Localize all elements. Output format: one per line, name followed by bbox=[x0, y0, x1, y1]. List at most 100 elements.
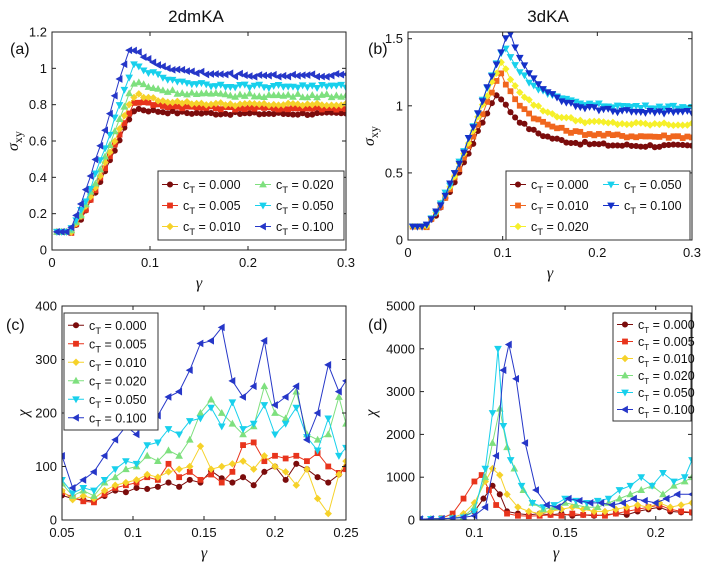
data-point bbox=[303, 465, 311, 473]
data-point bbox=[446, 180, 454, 188]
data-point bbox=[680, 474, 689, 482]
data-point bbox=[604, 495, 613, 503]
data-point bbox=[228, 377, 236, 385]
data-point bbox=[144, 70, 153, 78]
data-point bbox=[236, 90, 244, 98]
data-point bbox=[678, 508, 685, 515]
data-point bbox=[284, 99, 292, 108]
data-point bbox=[265, 90, 273, 98]
data-point bbox=[106, 131, 114, 139]
data-point bbox=[516, 88, 524, 97]
legend-marker bbox=[622, 338, 628, 345]
data-point bbox=[188, 110, 195, 117]
data-point bbox=[284, 90, 293, 98]
data-point bbox=[196, 415, 205, 423]
data-point bbox=[488, 410, 497, 418]
data-point bbox=[450, 170, 459, 178]
data-point bbox=[222, 110, 229, 117]
data-point bbox=[281, 420, 290, 428]
data-point bbox=[100, 451, 108, 460]
data-point bbox=[677, 501, 685, 509]
data-point bbox=[115, 102, 124, 110]
data-point bbox=[674, 108, 682, 116]
data-point bbox=[144, 54, 152, 63]
data-point bbox=[529, 75, 538, 83]
data-point bbox=[493, 78, 500, 84]
x-tick-label: 0 bbox=[404, 245, 411, 260]
data-point bbox=[626, 490, 635, 498]
y-tick-label: 1.2 bbox=[29, 25, 47, 40]
data-point bbox=[481, 465, 490, 473]
data-point bbox=[628, 133, 635, 140]
legend-marker bbox=[514, 181, 522, 188]
y-tick-label: 0.6 bbox=[29, 134, 47, 149]
data-point bbox=[539, 504, 548, 512]
data-point bbox=[497, 49, 506, 57]
data-point bbox=[506, 457, 515, 465]
legend-marker bbox=[166, 181, 174, 188]
data-point bbox=[218, 462, 226, 471]
data-point bbox=[271, 462, 279, 471]
data-point bbox=[186, 462, 194, 471]
data-point bbox=[135, 105, 142, 112]
y-tick-label: 2000 bbox=[386, 427, 415, 442]
data-point bbox=[239, 426, 247, 434]
data-point bbox=[260, 336, 268, 345]
data-point bbox=[507, 32, 514, 39]
data-point bbox=[120, 86, 129, 94]
legend-item: cT = 0.005 bbox=[617, 335, 695, 352]
data-point bbox=[660, 110, 668, 118]
legend-item: cT = 0.020 bbox=[255, 178, 334, 196]
data-point bbox=[293, 84, 302, 92]
data-point bbox=[413, 223, 422, 231]
y-tick-label: 1 bbox=[40, 61, 47, 76]
data-point bbox=[260, 93, 268, 101]
data-point bbox=[313, 84, 321, 92]
data-point bbox=[288, 70, 296, 79]
legend-item: cT = 0.010 bbox=[162, 220, 241, 238]
data-point bbox=[526, 110, 532, 117]
data-point bbox=[228, 399, 237, 407]
data-point bbox=[250, 82, 259, 90]
data-point bbox=[318, 101, 326, 109]
data-point bbox=[77, 211, 85, 219]
legend-item: cT = 0.050 bbox=[68, 393, 147, 411]
y-axis-label: χ bbox=[363, 409, 380, 419]
data-point bbox=[503, 490, 511, 499]
data-point bbox=[76, 200, 84, 208]
data-point bbox=[154, 483, 161, 490]
data-point bbox=[154, 439, 162, 447]
data-point bbox=[270, 110, 277, 118]
data-point bbox=[632, 108, 640, 116]
data-point bbox=[159, 86, 167, 94]
data-point bbox=[313, 435, 322, 443]
data-point bbox=[332, 91, 341, 99]
data-point bbox=[86, 172, 94, 180]
data-point bbox=[597, 499, 605, 507]
plot-area bbox=[420, 340, 692, 520]
data-point bbox=[335, 392, 343, 400]
data-point bbox=[525, 70, 533, 78]
data-point bbox=[688, 142, 692, 149]
data-point bbox=[303, 84, 312, 92]
data-point bbox=[192, 90, 201, 98]
data-point bbox=[557, 113, 566, 122]
data-point bbox=[229, 468, 236, 475]
data-point bbox=[544, 121, 551, 128]
data-point bbox=[481, 473, 490, 481]
x-tick-label: 0.25 bbox=[333, 525, 358, 540]
data-point bbox=[577, 128, 584, 135]
data-point bbox=[260, 382, 269, 390]
data-point bbox=[343, 106, 346, 112]
data-point bbox=[132, 430, 140, 439]
x-tick-label: 0.05 bbox=[49, 525, 74, 540]
data-point bbox=[661, 132, 667, 139]
data-point bbox=[525, 96, 533, 104]
data-point bbox=[322, 72, 330, 81]
y-tick-label: 0.5 bbox=[385, 165, 403, 180]
legend-marker bbox=[621, 321, 629, 328]
x-tick-label: 0.1 bbox=[124, 525, 142, 540]
